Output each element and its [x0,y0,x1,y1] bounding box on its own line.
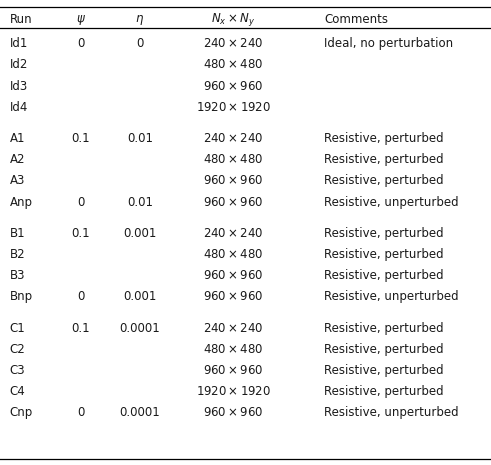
Text: C3: C3 [10,364,26,377]
Text: $N_x \times N_y$: $N_x \times N_y$ [211,11,255,28]
Text: Comments: Comments [324,13,388,26]
Text: $960 \times 960$: $960 \times 960$ [203,364,264,377]
Text: B2: B2 [10,248,26,261]
Text: Id4: Id4 [10,101,28,113]
Text: A1: A1 [10,132,26,145]
Text: Resistive, perturbed: Resistive, perturbed [324,153,444,166]
Text: $960 \times 960$: $960 \times 960$ [203,174,264,187]
Text: $960 \times 960$: $960 \times 960$ [203,196,264,208]
Text: C1: C1 [10,322,26,335]
Text: B3: B3 [10,269,26,282]
Text: 0: 0 [77,37,85,50]
Text: Cnp: Cnp [10,406,33,419]
Text: $480 \times 480$: $480 \times 480$ [203,248,264,261]
Text: $480 \times 480$: $480 \times 480$ [203,153,264,166]
Text: Resistive, perturbed: Resistive, perturbed [324,174,444,187]
Text: Resistive, unperturbed: Resistive, unperturbed [324,406,459,419]
Text: 0.01: 0.01 [127,132,153,145]
Text: $240 \times 240$: $240 \times 240$ [203,227,264,240]
Text: Resistive, unperturbed: Resistive, unperturbed [324,196,459,208]
Text: Id2: Id2 [10,59,28,71]
Text: Resistive, perturbed: Resistive, perturbed [324,132,444,145]
Text: $240 \times 240$: $240 \times 240$ [203,132,264,145]
Text: Bnp: Bnp [10,291,33,303]
Text: $1920 \times 1920$: $1920 \times 1920$ [196,385,271,398]
Text: B1: B1 [10,227,26,240]
Text: Resistive, perturbed: Resistive, perturbed [324,269,444,282]
Text: $960 \times 960$: $960 \times 960$ [203,80,264,93]
Text: 0.0001: 0.0001 [120,406,160,419]
Text: $960 \times 960$: $960 \times 960$ [203,406,264,419]
Text: Anp: Anp [10,196,33,208]
Text: 0.001: 0.001 [123,227,157,240]
Text: Resistive, perturbed: Resistive, perturbed [324,322,444,335]
Text: Resistive, unperturbed: Resistive, unperturbed [324,291,459,303]
Text: $240 \times 240$: $240 \times 240$ [203,322,264,335]
Text: Resistive, perturbed: Resistive, perturbed [324,227,444,240]
Text: 0: 0 [77,406,85,419]
Text: Id1: Id1 [10,37,28,50]
Text: Resistive, perturbed: Resistive, perturbed [324,343,444,356]
Text: C2: C2 [10,343,26,356]
Text: 0: 0 [77,196,85,208]
Text: C4: C4 [10,385,26,398]
Text: 0.1: 0.1 [72,322,90,335]
Text: 0.1: 0.1 [72,227,90,240]
Text: $960 \times 960$: $960 \times 960$ [203,269,264,282]
Text: $\psi$: $\psi$ [76,13,86,27]
Text: 0.01: 0.01 [127,196,153,208]
Text: $240 \times 240$: $240 \times 240$ [203,37,264,50]
Text: 0.0001: 0.0001 [120,322,160,335]
Text: A3: A3 [10,174,25,187]
Text: Resistive, perturbed: Resistive, perturbed [324,385,444,398]
Text: $480 \times 480$: $480 \times 480$ [203,59,264,71]
Text: Resistive, perturbed: Resistive, perturbed [324,248,444,261]
Text: Id3: Id3 [10,80,28,93]
Text: $\eta$: $\eta$ [136,13,144,27]
Text: Ideal, no perturbation: Ideal, no perturbation [324,37,453,50]
Text: $960 \times 960$: $960 \times 960$ [203,291,264,303]
Text: A2: A2 [10,153,26,166]
Text: 0.1: 0.1 [72,132,90,145]
Text: $1920 \times 1920$: $1920 \times 1920$ [196,101,271,113]
Text: Resistive, perturbed: Resistive, perturbed [324,364,444,377]
Text: 0: 0 [77,291,85,303]
Text: 0.001: 0.001 [123,291,157,303]
Text: $480 \times 480$: $480 \times 480$ [203,343,264,356]
Text: 0: 0 [136,37,144,50]
Text: Run: Run [10,13,32,26]
